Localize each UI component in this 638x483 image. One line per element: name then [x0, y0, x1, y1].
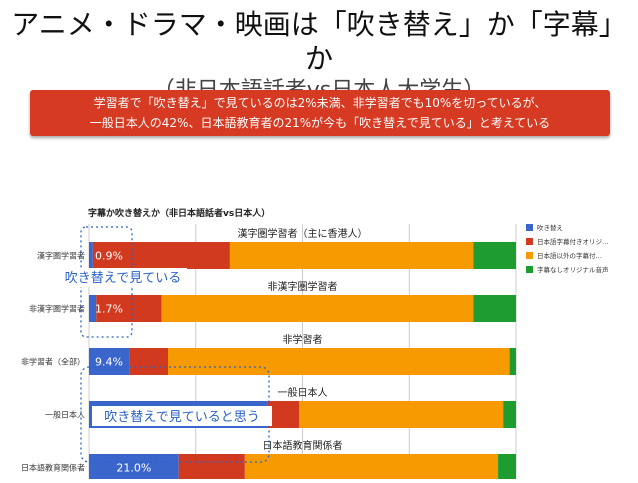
category-label: 一般日本人: [45, 410, 85, 420]
data-label: 21.0%: [116, 462, 151, 475]
category-title: 日本語教育関係者: [263, 439, 343, 452]
bar-segment: [473, 295, 516, 322]
category-title: 非漢字圏学習者: [268, 280, 338, 293]
group1-dotted-outline: [80, 226, 133, 338]
bar-segment: [167, 348, 510, 375]
legend-label: 日本語字幕付きオリジ…: [537, 237, 609, 246]
category-label: 非学習者（全部）: [21, 357, 85, 367]
stacked-bar-chart: 字幕か吹き替えか（非日本語話者vs日本人） 0.9%1.7%9.4%41.7%2…: [8, 200, 636, 483]
chart-svg: 字幕か吹き替えか（非日本語話者vs日本人） 0.9%1.7%9.4%41.7%2…: [21, 207, 609, 483]
category-title: 一般日本人: [278, 386, 328, 399]
bar-segment: [244, 454, 499, 481]
group2-label: 吹き替えで見ていると思う: [104, 410, 260, 425]
category-title: 非学習者: [283, 333, 323, 346]
data-label: 1.7%: [95, 303, 123, 316]
bar-segment: [89, 295, 97, 322]
category-title: 漢字圏学習者（主に香港人）: [238, 227, 368, 240]
summary-line-2: 一般日本人の42%、日本語教育者の21%が今も「吹き替えで見ている」と考えている: [89, 116, 551, 130]
bar-segment: [503, 401, 516, 428]
summary-line-1: 学習者で「吹き替え」で見ているのは2%未満、非学習者でも10%を切っているが、: [93, 96, 547, 110]
bar-segment: [89, 348, 130, 375]
bar-segment: [96, 295, 162, 322]
bar-segment: [473, 242, 516, 269]
legend-swatch: [526, 266, 533, 273]
bar-segment: [178, 454, 245, 481]
data-label: 0.9%: [95, 250, 123, 263]
category-label: 日本語教育関係者: [21, 463, 85, 473]
bar-segment: [267, 401, 300, 428]
slide-title: アニメ・ドラマ・映画は「吹き替え」か「字幕」: [11, 8, 627, 41]
annotations: 吹き替えで見ている 吹き替えで見ていると思う: [59, 226, 272, 463]
bar-segment: [161, 295, 474, 322]
bar-segment: [299, 401, 504, 428]
group1-label-bg: [59, 268, 187, 287]
bars: 0.9%1.7%9.4%41.7%21.0%: [89, 242, 516, 481]
bar-segment: [498, 454, 516, 481]
slide-title-continued: か: [304, 42, 333, 75]
legend-label: 日本語以外の字幕付…: [537, 251, 602, 260]
legend-swatch: [526, 238, 533, 245]
bar-segment: [229, 242, 474, 269]
group2-dotted-outline: [80, 366, 270, 463]
legend-label: 吹き替え: [537, 223, 563, 232]
category-labels: 漢字圏学習者漢字圏学習者（主に香港人）非漢字圏学習者非漢字圏学習者非学習者（全部…: [21, 227, 368, 473]
group1-label: 吹き替えで見ている: [65, 271, 182, 286]
category-label: 漢字圏学習者: [37, 251, 85, 261]
data-label: 9.4%: [95, 356, 123, 369]
bar-segment: [129, 348, 168, 375]
bar-segment: [89, 242, 93, 269]
bar-segment: [89, 454, 179, 481]
group2-label-bg: [92, 406, 272, 426]
summary-banner: 学習者で「吹き替え」で見ているのは2%未満、非学習者でも10%を切っているが、 …: [30, 90, 610, 136]
chart-title: 字幕か吹き替えか（非日本語話者vs日本人）: [88, 207, 270, 219]
legend-swatch: [526, 224, 533, 231]
bar-segment: [92, 242, 230, 269]
legend-swatch: [526, 252, 533, 259]
category-label: 非漢字圏学習者: [29, 304, 85, 314]
bar-segment: [509, 348, 516, 375]
legend-label: 字幕なしオリジナル音声: [537, 265, 609, 274]
